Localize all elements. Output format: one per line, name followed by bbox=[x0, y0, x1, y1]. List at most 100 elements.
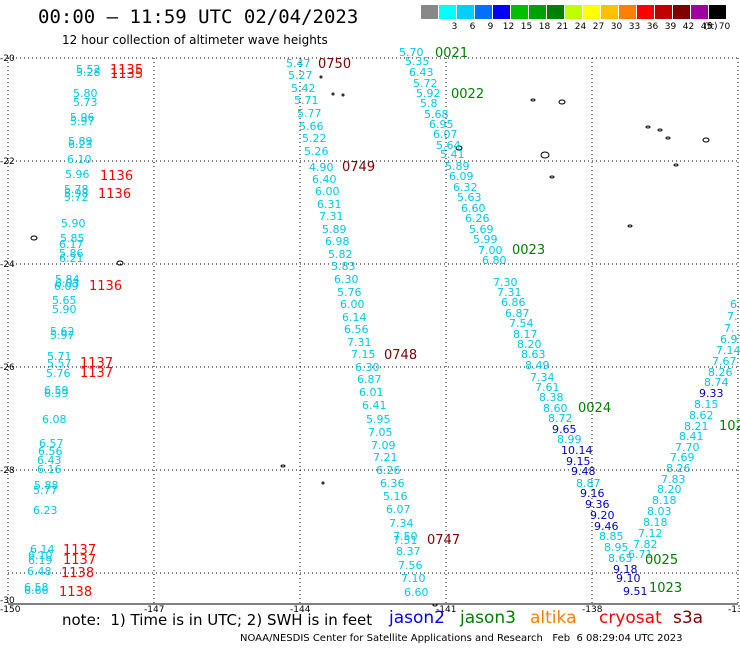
wave-height-label: 7.51 bbox=[393, 534, 418, 547]
wave-height-label: 5.8 bbox=[420, 97, 438, 110]
legend-label: 39 bbox=[664, 22, 677, 32]
pass-time-label: 102 bbox=[719, 419, 740, 434]
wave-height-label: 5.77 bbox=[33, 484, 58, 497]
map-title: 00:00 – 11:59 UTC 02/04/2023 bbox=[38, 6, 359, 28]
legend-label: 21 bbox=[556, 22, 569, 32]
wave-height-label: 7.05 bbox=[368, 426, 393, 439]
wave-height-label: 6.26 bbox=[376, 464, 401, 477]
wave-height-label: 6.95 bbox=[429, 118, 454, 131]
lat-tick-label: -24 bbox=[0, 260, 15, 270]
wave-height-label: 6.43 bbox=[409, 66, 434, 79]
wave-height-label: 5.76 bbox=[337, 286, 362, 299]
legend-swatch bbox=[547, 5, 564, 19]
wave-height-label: 6.66 bbox=[24, 584, 49, 597]
wave-height-label: 8.18 bbox=[643, 516, 668, 529]
wave-height-label: 7.10 bbox=[401, 572, 426, 585]
pass-time-label: 0747 bbox=[427, 533, 460, 548]
wave-height-label: 5.63 bbox=[457, 191, 482, 204]
wave-height-label: 6. bbox=[730, 298, 740, 311]
wave-height-label: 5.73 bbox=[73, 96, 98, 109]
pass-time-label: 1136 bbox=[89, 279, 122, 294]
legend-swatch bbox=[511, 5, 528, 19]
island-outlines bbox=[30, 75, 710, 607]
lat-tick-label: -20 bbox=[0, 54, 15, 64]
wave-height-label: 6.01 bbox=[359, 386, 384, 399]
island-outline bbox=[530, 98, 536, 102]
wave-height-label: 8.62 bbox=[689, 409, 714, 422]
wave-height-label: 6.80 bbox=[482, 254, 507, 267]
wave-height-label: 6.23 bbox=[33, 504, 58, 517]
wave-height-label: 5.78 bbox=[64, 183, 89, 196]
wave-height-label: 9.10 bbox=[616, 572, 641, 585]
legend-swatch bbox=[673, 5, 690, 19]
units-note: note: 1) Time is in UTC; 2) SWH is in fe… bbox=[62, 611, 373, 629]
wave-height-label: 5.57 bbox=[47, 357, 72, 370]
pass-time-label: 1137 bbox=[80, 366, 113, 381]
wave-height-label: 9.36 bbox=[585, 498, 610, 511]
island-outline bbox=[331, 92, 335, 96]
wave-height-label: 5.62 bbox=[50, 325, 75, 338]
wave-height-label: 6.03 bbox=[55, 277, 80, 290]
wave-height-label: 5.88 bbox=[34, 479, 59, 492]
wave-height-label: 5.69 bbox=[469, 223, 494, 236]
legend-label: 9 bbox=[487, 22, 494, 32]
wave-height-label: 6.60 bbox=[404, 586, 429, 599]
pass-time-label: 0024 bbox=[578, 401, 611, 416]
wave-height-label: 7.31 bbox=[497, 286, 522, 299]
wave-height-label: 8.72 bbox=[548, 412, 573, 425]
legend-swatch bbox=[637, 5, 654, 19]
wave-height-label: 5.16 bbox=[383, 490, 408, 503]
wave-height-label: 6.41 bbox=[362, 399, 387, 412]
wave-height-label: 9.18 bbox=[613, 563, 638, 576]
wave-height-label: 7.34 bbox=[530, 371, 555, 384]
footer-credit: NOAA/NESDIS Center for Satellite Applica… bbox=[240, 633, 683, 644]
wave-height-label: 5.82 bbox=[328, 248, 353, 261]
legend-label: 36 bbox=[646, 22, 659, 32]
wave-height-label: 5.90 bbox=[52, 303, 77, 316]
pass-time-label: 1136 bbox=[98, 187, 131, 202]
wave-height-label: 8.60 bbox=[543, 402, 568, 415]
wave-height-label: 6.09 bbox=[449, 170, 474, 183]
satellite-name: s3a bbox=[673, 608, 704, 628]
legend-label: 15 bbox=[520, 22, 533, 32]
island-outline bbox=[673, 163, 679, 167]
lat-tick-label: -26 bbox=[0, 363, 15, 373]
wave-height-label: 8.26 bbox=[666, 462, 691, 475]
legend-label: 70 bbox=[718, 22, 731, 32]
island-outline bbox=[665, 136, 671, 140]
wave-height-label: 6.09 bbox=[54, 280, 79, 293]
wave-height-label: 8.87 bbox=[576, 477, 601, 490]
wave-height-label: 9.16 bbox=[580, 487, 605, 500]
pass-time-label: 1138 bbox=[59, 585, 92, 600]
legend-swatch bbox=[709, 5, 726, 19]
wave-height-label: 5.52 bbox=[76, 63, 101, 76]
wave-height-label: 9.46 bbox=[594, 520, 619, 533]
wave-height-label: 5.41 bbox=[440, 148, 465, 161]
wave-height-label: 5.95 bbox=[366, 413, 391, 426]
wave-height-label: 6.16 bbox=[37, 463, 62, 476]
wave-height-label: 5.27 bbox=[288, 69, 313, 82]
wave-height-label: 5.26 bbox=[304, 145, 329, 158]
wave-height-label: 7.09 bbox=[371, 439, 396, 452]
legend-label: 18 bbox=[538, 22, 551, 32]
wave-height-label: 5.92 bbox=[416, 87, 441, 100]
wave-height-label: 5.35 bbox=[405, 55, 430, 68]
wave-height-label: 6.57 bbox=[39, 437, 64, 450]
wave-height-label: 6.08 bbox=[42, 413, 67, 426]
wave-height-label: 6.87 bbox=[357, 373, 382, 386]
island-outline bbox=[321, 481, 325, 485]
legend-label: 24 bbox=[574, 22, 587, 32]
lat-tick-label: -28 bbox=[0, 466, 15, 476]
wave-height-label: 5.89 bbox=[68, 135, 93, 148]
wave-height-label: 9.51 bbox=[623, 585, 648, 598]
wave-height-label: 6.30 bbox=[355, 361, 380, 374]
wave-height-label: 6.21 bbox=[59, 252, 84, 265]
wave-height-label: 7.82 bbox=[633, 538, 658, 551]
satellite-name: jason3 bbox=[460, 608, 516, 628]
wave-height-label: 8.20 bbox=[517, 338, 542, 351]
legend-label: 33 bbox=[628, 22, 641, 32]
island-outline bbox=[432, 603, 438, 607]
wave-height-label: 7.54 bbox=[509, 317, 534, 330]
island-outline bbox=[280, 464, 286, 468]
wave-height-label: 10.14 bbox=[561, 444, 593, 457]
